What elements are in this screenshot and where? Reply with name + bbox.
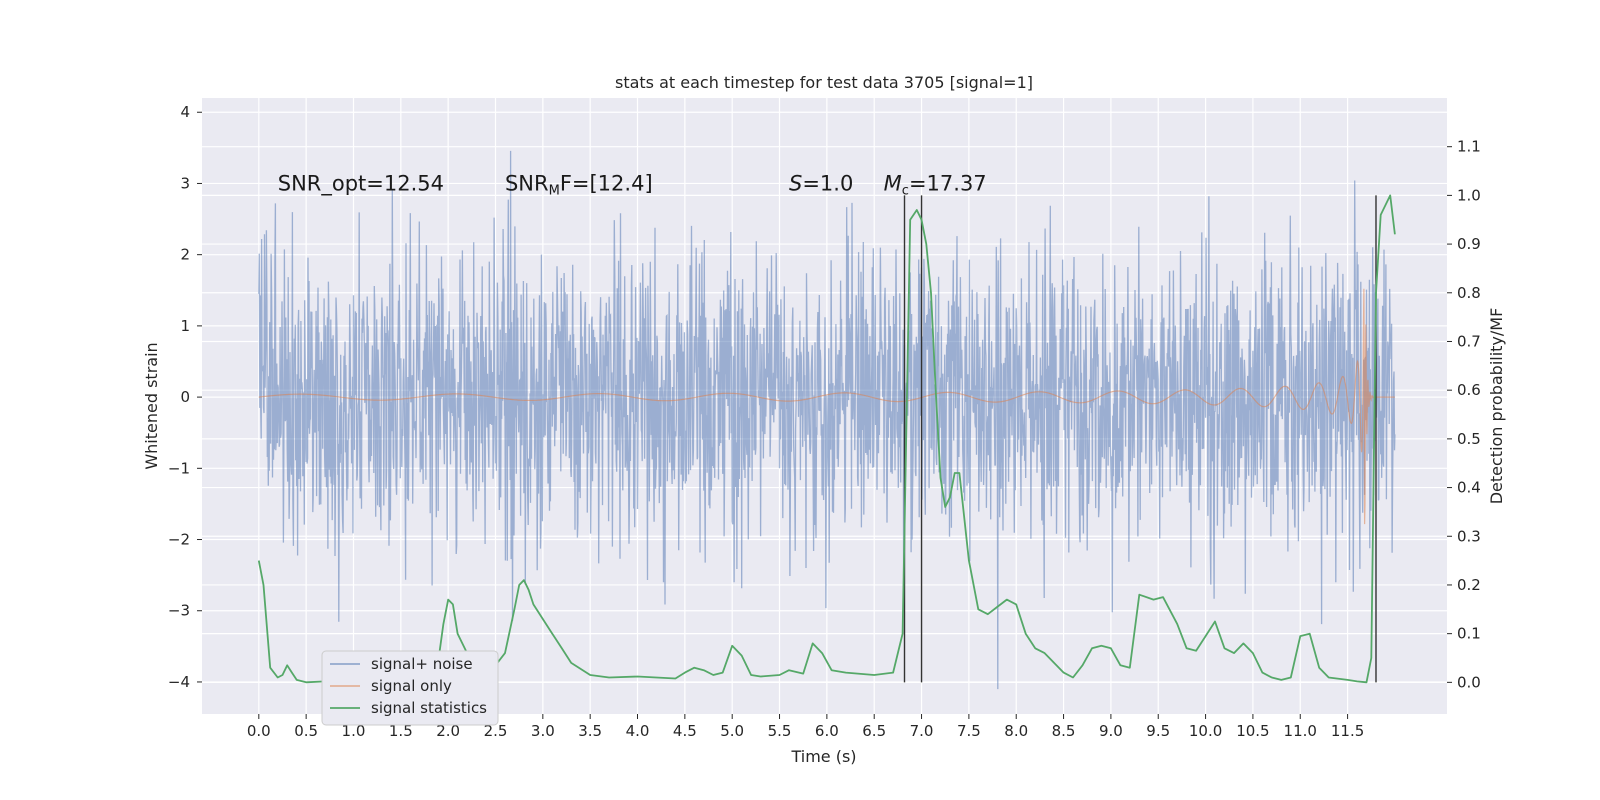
x-tick-label: 11.5 (1331, 722, 1364, 740)
annotation-3: Mc=17.37 (884, 171, 987, 198)
vertical-lines (903, 195, 1377, 683)
y2-tick-label: 0.6 (1457, 381, 1481, 399)
x-tick-label: 10.0 (1189, 722, 1222, 740)
x-tick-label: 3.5 (578, 722, 602, 740)
x-tick-label: 1.0 (342, 722, 366, 740)
signal-only-line (258, 288, 1395, 525)
annotation-0: SNR_opt=12.54 (278, 171, 444, 196)
x-axis-label: Time (s) (790, 747, 856, 766)
x-tick-label: 11.0 (1284, 722, 1317, 740)
y-axis-label: Whitened strain (142, 342, 161, 469)
y-tick-label: 0 (180, 388, 190, 406)
y-tick-label: 4 (180, 103, 190, 121)
x-tick-label: 10.5 (1236, 722, 1269, 740)
y2-tick-label: 1.0 (1457, 186, 1481, 204)
y2-tick-label: 0.0 (1457, 673, 1481, 691)
x-tick-label: 9.5 (1146, 722, 1170, 740)
y-tick-label: 2 (180, 246, 190, 264)
legend-box (321, 650, 499, 726)
annotation-1: SNRMF=[12.4] (505, 171, 653, 198)
x-tick-label: 6.0 (815, 722, 839, 740)
series-signal-statistics (257, 194, 1396, 684)
y-tick-label: 1 (180, 317, 190, 335)
annotation-2: S=1.0 (789, 171, 853, 195)
x-tick-label: 2.5 (484, 722, 508, 740)
signal-plus-noise-line (258, 150, 1396, 690)
y-tick-label: −1 (168, 459, 190, 477)
annotations: SNR_opt=12.54 SNRMF=[12.4] S=1.0 Mc=17.37 (278, 171, 987, 198)
y2-axis-label: Detection probability/MF (1487, 308, 1506, 505)
y-tick-label: −2 (168, 531, 190, 549)
x-tick-label: 1.5 (389, 722, 413, 740)
x-tick-label: 4.0 (626, 722, 650, 740)
legend-label-signal-plus-noise: signal+ noise (371, 655, 473, 673)
x-tick-label: 5.0 (720, 722, 744, 740)
y2-tick-label: 0.8 (1457, 284, 1481, 302)
signal-statistics-line (257, 194, 1396, 684)
x-tick-label: 2.0 (436, 722, 460, 740)
x-tick-label: 4.5 (673, 722, 697, 740)
x-tick-label: 3.0 (531, 722, 555, 740)
tick-labels: 0.0 0.5 1.0 1.5 2.0 2.5 3.0 3.5 4.0 4.5 5.0 5.5 6.0 6… (168, 103, 1481, 740)
y-tick-label: −4 (168, 673, 190, 691)
x-tick-label: 9.0 (1099, 722, 1123, 740)
y2-tick-label: 0.3 (1457, 527, 1481, 545)
x-tick-label: 8.5 (1052, 722, 1076, 740)
x-tick-label: 8.0 (1004, 722, 1028, 740)
y-tick-label: 3 (180, 174, 190, 192)
series-signal-plus-noise (258, 150, 1396, 690)
y2-tick-label: 0.1 (1457, 625, 1481, 643)
series-signal-only (258, 288, 1395, 525)
y-tick-label: −3 (168, 602, 190, 620)
y2-tick-label: 0.9 (1457, 235, 1481, 253)
x-tick-label: 0.0 (247, 722, 271, 740)
x-tick-label: 0.5 (294, 722, 318, 740)
y2-tick-label: 0.7 (1457, 332, 1481, 350)
chart-title: stats at each timestep for test data 370… (615, 73, 1033, 92)
x-tick-label: 6.5 (862, 722, 886, 740)
y2-tick-label: 0.4 (1457, 479, 1481, 497)
y2-tick-label: 0.5 (1457, 430, 1481, 448)
x-tick-label: 7.0 (910, 722, 934, 740)
x-tick-label: 7.5 (957, 722, 981, 740)
x-tick-label: 5.5 (768, 722, 792, 740)
legend: signal+ noise signal only signal statist… (321, 650, 499, 726)
legend-label-signal-statistics: signal statistics (371, 699, 487, 717)
legend-label-signal-only: signal only (371, 677, 452, 695)
y2-tick-label: 0.2 (1457, 576, 1481, 594)
y2-tick-label: 1.1 (1457, 138, 1481, 156)
